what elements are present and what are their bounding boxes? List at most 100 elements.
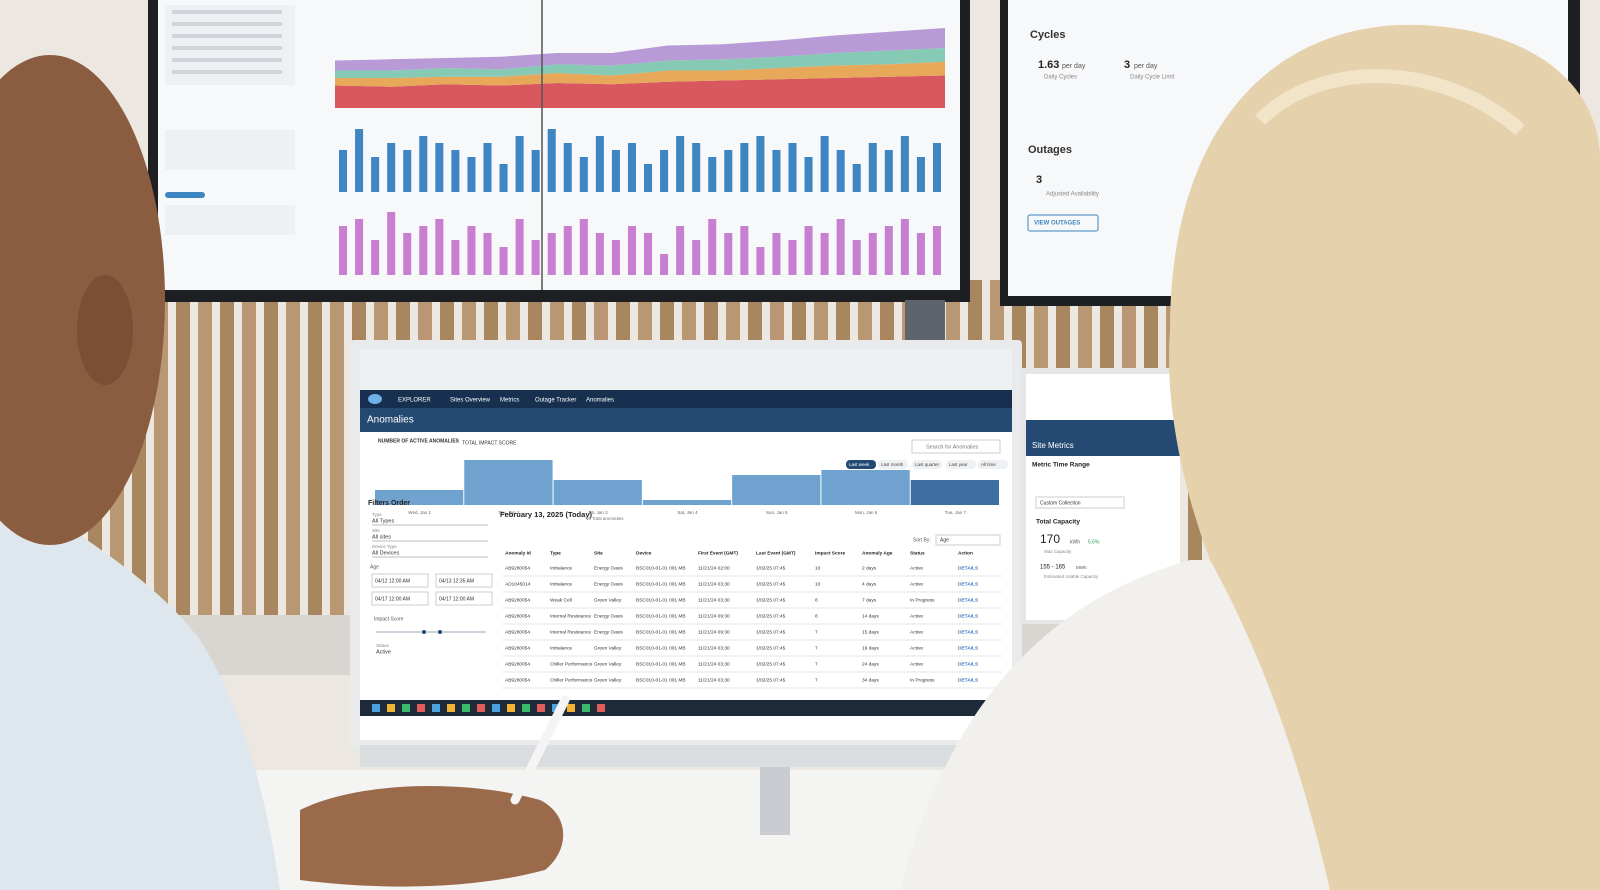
label: 04/12 12:00 AM — [375, 578, 410, 584]
table-cell: Weak Cell — [550, 597, 572, 603]
bar — [563, 226, 572, 275]
bar — [435, 219, 444, 275]
table-cell: Internal Resistance — [550, 613, 591, 619]
table-cell: 11/21/24 03:30 — [698, 597, 730, 603]
label: Site Metrics — [1032, 441, 1074, 450]
table-cell: Active — [910, 661, 923, 667]
table-cell: 1/02/25 07:45 — [756, 613, 786, 619]
range-chip — [978, 460, 1008, 469]
table-cell: BSC010-01-01 001 MB — [636, 565, 686, 571]
monitor-chin — [360, 745, 1022, 767]
bar — [483, 143, 492, 192]
label: Type — [372, 512, 382, 517]
man-shirt — [0, 470, 280, 890]
label: 5.6% — [1088, 539, 1100, 545]
taskbar — [360, 700, 1012, 716]
table-cell: 1/02/25 07:45 — [756, 645, 786, 651]
table-cell: DETAILS — [958, 613, 979, 619]
label: Search for Anomalies — [926, 444, 979, 450]
nav-item: Metrics — [500, 398, 519, 404]
bar — [644, 233, 653, 275]
panel — [165, 130, 295, 170]
label: Site — [372, 528, 380, 533]
list-row — [172, 58, 282, 62]
table-header: Device — [636, 550, 652, 556]
bar — [788, 143, 797, 192]
bar — [692, 240, 701, 275]
table-header: First Event (GMT) — [698, 550, 738, 556]
bar — [355, 219, 364, 275]
table-cell: 8 — [815, 597, 818, 603]
area-band — [335, 75, 945, 108]
date-field — [371, 573, 429, 588]
taskbar-icon — [492, 704, 500, 712]
table-cell: 14 days — [862, 613, 879, 619]
table-cell: DETAILS — [958, 645, 979, 651]
bar — [852, 240, 861, 275]
taskbar-icon — [537, 704, 545, 712]
table-cell: BSC010-01-01 001 MB — [636, 629, 686, 635]
label: Metric Time Range — [1032, 462, 1090, 469]
bar — [499, 164, 508, 192]
table-cell: DETAILS — [958, 581, 979, 587]
table-cell: 1/02/25 07:45 — [756, 677, 786, 683]
label: Adjusted Availability — [1046, 192, 1099, 198]
slat — [308, 280, 322, 620]
table-cell: 8 — [815, 613, 818, 619]
list-row — [172, 22, 282, 26]
bar — [403, 150, 412, 192]
table-cell: Green Valley — [594, 645, 622, 651]
table-cell: Green Valley — [594, 661, 622, 667]
range-chip — [878, 460, 908, 469]
range-label: All time — [981, 462, 996, 467]
table-header: Impact Score — [815, 550, 845, 556]
table-header: Action — [958, 550, 973, 556]
bar — [740, 226, 749, 275]
slat — [220, 280, 234, 620]
date-field — [435, 573, 493, 588]
table-cell: In Progress — [910, 597, 935, 603]
table-cell: AB9280054 — [505, 645, 530, 651]
label: 170 — [1040, 532, 1060, 546]
taskbar-icon — [567, 704, 575, 712]
bar — [595, 136, 604, 192]
range-label: Last year — [949, 462, 968, 467]
hair-highlight — [1255, 69, 1525, 136]
bar — [884, 150, 893, 192]
table-cell: 11/21/24 09:30 — [698, 629, 730, 635]
label: 04/17 12:00 AM — [375, 596, 410, 602]
table-cell: 24 days — [862, 661, 879, 667]
browser-bar — [360, 350, 1012, 390]
chart-bar — [553, 480, 642, 505]
label: Daily Cycle Limit — [1130, 75, 1175, 81]
table-cell: BSC010-01-01 001 MB — [636, 597, 686, 603]
bar — [676, 136, 685, 192]
table-cell: Green Valley — [594, 677, 622, 683]
bar — [820, 136, 829, 192]
label: Age — [370, 564, 379, 570]
bar — [387, 143, 396, 192]
taskbar-icon — [522, 704, 530, 712]
table-header: Anomaly Id — [505, 550, 531, 556]
label: February 13, 2025 (Today) — [500, 510, 592, 519]
area-band — [335, 61, 945, 87]
taskbar-icon — [597, 704, 605, 712]
table-cell: Active — [910, 581, 923, 587]
taskbar-icon — [477, 704, 485, 712]
table-cell: DETAILS — [958, 565, 979, 571]
table-cell: 1/02/25 07:45 — [756, 629, 786, 635]
bar — [852, 164, 861, 192]
table-cell: 19 days — [862, 645, 879, 651]
bar — [724, 150, 733, 192]
bar — [660, 254, 669, 275]
table-cell: AB9280054 — [505, 629, 530, 635]
table-cell: 11/21/24 03:30 — [698, 661, 730, 667]
chart-bar — [464, 460, 553, 505]
label: 3 — [1036, 174, 1042, 186]
bar — [531, 150, 540, 192]
list-row — [172, 34, 282, 38]
label: Active — [376, 649, 391, 655]
table-cell: BSC010-01-01 001 MB — [636, 645, 686, 651]
bar — [820, 233, 829, 275]
